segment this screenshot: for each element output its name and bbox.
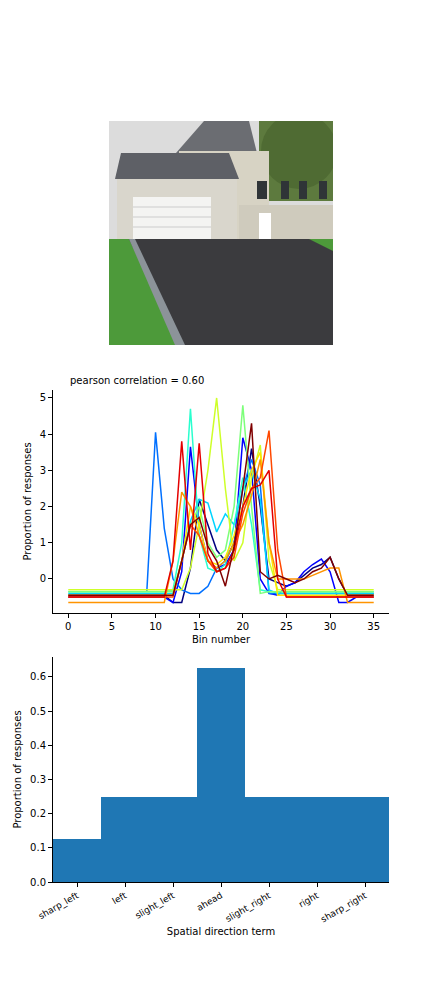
svg-text:0.5: 0.5 <box>30 706 46 717</box>
svg-text:slight_right: slight_right <box>224 890 273 924</box>
svg-text:ahead: ahead <box>195 890 224 913</box>
svg-text:Bin number: Bin number <box>192 634 251 645</box>
svg-text:0.1: 0.1 <box>30 842 46 853</box>
svg-text:5: 5 <box>109 621 115 632</box>
svg-text:0: 0 <box>65 621 71 632</box>
svg-text:Spatial direction term: Spatial direction term <box>167 926 275 937</box>
svg-text:30: 30 <box>324 621 337 632</box>
svg-text:3: 3 <box>40 465 46 476</box>
svg-text:Proportion of responses: Proportion of responses <box>22 442 33 560</box>
svg-text:0.4: 0.4 <box>30 740 46 751</box>
svg-text:sharp_left: sharp_left <box>37 890 81 921</box>
svg-text:5: 5 <box>40 392 46 403</box>
svg-text:10: 10 <box>149 621 162 632</box>
svg-text:4: 4 <box>40 429 46 440</box>
svg-text:0.0: 0.0 <box>30 877 46 888</box>
svg-text:0: 0 <box>40 573 46 584</box>
svg-text:Proportion of responses: Proportion of responses <box>12 710 23 828</box>
svg-text:left: left <box>111 890 129 906</box>
svg-text:pearson correlation = 0.60: pearson correlation = 0.60 <box>70 375 204 386</box>
svg-text:right: right <box>297 890 321 909</box>
svg-text:0.6: 0.6 <box>30 671 46 682</box>
svg-text:25: 25 <box>280 621 293 632</box>
svg-text:20: 20 <box>236 621 249 632</box>
svg-text:0.2: 0.2 <box>30 808 46 819</box>
svg-text:2: 2 <box>40 501 46 512</box>
svg-text:0.3: 0.3 <box>30 774 46 785</box>
svg-text:1: 1 <box>40 537 46 548</box>
svg-text:slight_left: slight_left <box>133 890 176 921</box>
svg-text:15: 15 <box>193 621 206 632</box>
svg-text:35: 35 <box>367 621 380 632</box>
svg-text:sharp_right: sharp_right <box>319 890 369 924</box>
